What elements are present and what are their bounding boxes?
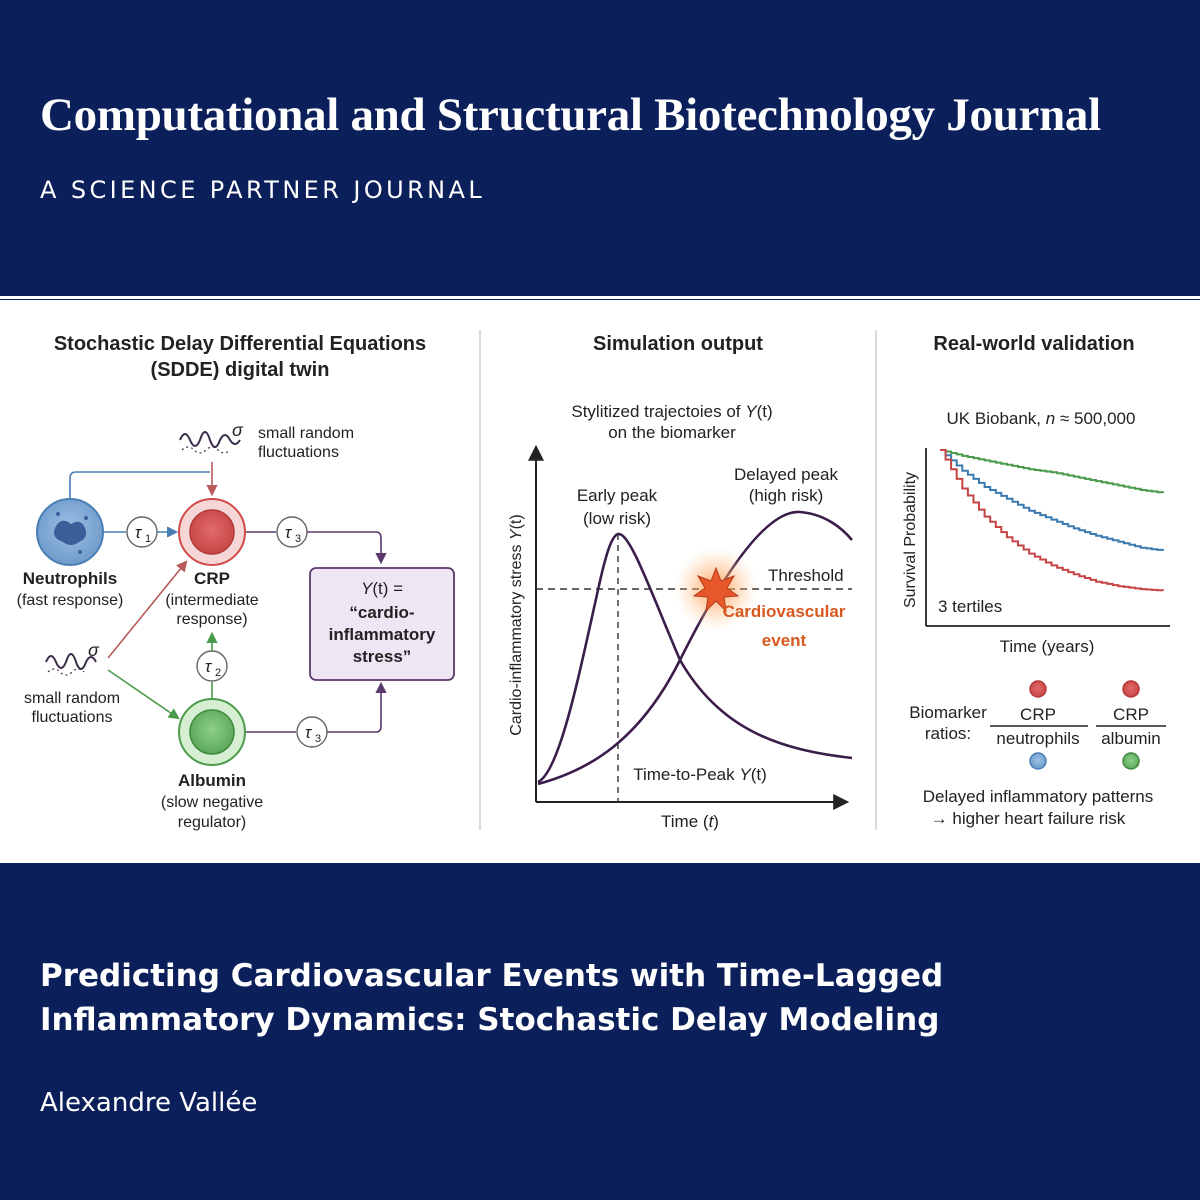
- crp-desc2: response): [176, 611, 247, 628]
- ratio2-numerator: CRP: [1113, 705, 1149, 724]
- journal-header: Computational and Structural Biotechnolo…: [0, 0, 1200, 296]
- km-series-2: [940, 449, 1164, 551]
- article-footer: Predicting Cardiovascular Events with Ti…: [0, 866, 1200, 1200]
- conclusion-line2: → higher heart failure risk: [931, 809, 1126, 828]
- cohort-label: UK Biobank, n ≈ 500,000: [947, 409, 1136, 428]
- neutrophil-mini-icon: [1029, 752, 1047, 770]
- output-line3: inflammatory: [329, 625, 436, 644]
- crp-name: CRP: [194, 569, 230, 588]
- noise-dots-top-icon: [181, 446, 231, 454]
- km-xlabel: Time (years): [1000, 637, 1095, 656]
- output-box: [309, 567, 455, 681]
- connector-neutrophil-noise: [69, 471, 210, 500]
- tau3-top-sub: 3: [295, 533, 301, 545]
- graphical-abstract: Stochastic Delay Differential Equations …: [0, 300, 1200, 860]
- km-series-1: [940, 449, 1164, 494]
- granule-icon: [78, 550, 82, 554]
- tau2-node: [196, 650, 228, 682]
- author-name: Alexandre Vallée: [40, 1088, 258, 1118]
- panel-sdde: Stochastic Delay Differential Equations …: [17, 333, 455, 831]
- neutrophils-desc: (fast response): [17, 592, 124, 609]
- panel2-title: Simulation output: [593, 333, 763, 355]
- journal-subtitle: A SCIENCE PARTNER JOURNAL: [40, 176, 486, 204]
- noise-top-label2: fluctuations: [258, 444, 339, 461]
- ratio1-denominator: neutrophils: [996, 729, 1079, 748]
- noise-left-label1: small random: [24, 690, 120, 707]
- tau3-top-symbol: τ: [285, 523, 293, 542]
- noise-wave-left-icon: [45, 653, 97, 670]
- tau1-node: [126, 516, 158, 548]
- ratios-label2: ratios:: [925, 724, 971, 743]
- sim-xlabel: Time (t): [661, 812, 719, 831]
- ratios-label1: Biomarker: [909, 703, 987, 722]
- panel1-title-line1: Stochastic Delay Differential Equations: [54, 333, 426, 355]
- early-peak-label2: (low risk): [583, 509, 651, 528]
- sim-ylabel: Cardio-inflammatory stress Y(t): [508, 514, 525, 735]
- panel1-title-line2: (SDDE) digital twin: [151, 359, 330, 381]
- panel-validation: Real-world validation UK Biobank, n ≈ 50…: [902, 333, 1170, 828]
- neutrophils-name: Neutrophils: [23, 569, 117, 588]
- tau2-sub: 2: [215, 667, 221, 679]
- tau3-bottom-node: [296, 716, 328, 748]
- tertiles-label: 3 tertiles: [938, 597, 1002, 616]
- event-label2: event: [762, 631, 807, 650]
- journal-title: Computational and Structural Biotechnolo…: [40, 89, 1101, 141]
- crp-mini-icon: [1029, 680, 1047, 698]
- crp-mini-icon-2: [1122, 680, 1140, 698]
- albumin-desc2: regulator): [178, 814, 246, 831]
- neutrophil-nucleus-icon: [54, 520, 87, 545]
- albumin-name: Albumin: [178, 771, 246, 790]
- noise-top-label1: small random: [258, 425, 354, 442]
- delayed-peak-label2: (high risk): [749, 486, 824, 505]
- tau3-bottom-sub: 3: [315, 733, 321, 745]
- noise-left-label2: fluctuations: [32, 709, 113, 726]
- tau1-symbol: τ: [135, 523, 143, 542]
- ratio2-denominator: albumin: [1101, 729, 1161, 748]
- event-star-icon: [692, 566, 740, 613]
- divider-top: [0, 296, 1200, 299]
- output-line1: Y(t) =: [361, 579, 403, 598]
- arrow-albumin-output: [327, 681, 387, 733]
- noise-left-sigma: σ: [88, 640, 100, 660]
- crp-core-icon: [189, 509, 235, 555]
- tau3-top-node: [276, 516, 308, 548]
- output-line2: “cardio-: [349, 603, 414, 622]
- ratio1-numerator: CRP: [1020, 705, 1056, 724]
- panel-simulation: Simulation output Stylitized trajectoies…: [508, 333, 853, 831]
- albumin-mini-icon: [1122, 752, 1140, 770]
- paper-title: Predicting Cardiovascular Events with Ti…: [40, 958, 944, 1038]
- time-to-peak-label: Time-to-Peak Y(t): [633, 765, 767, 784]
- tau3-bottom-symbol: τ: [305, 723, 313, 742]
- albumin-core-icon: [189, 709, 235, 755]
- early-peak-label1: Early peak: [577, 486, 658, 505]
- granule-icon: [84, 516, 88, 520]
- abstract-figure: Stochastic Delay Differential Equations …: [17, 330, 1170, 831]
- divider-bottom: [0, 860, 1200, 863]
- noise-wave-top-icon: [179, 431, 241, 448]
- noise-dots-left-icon: [47, 668, 85, 676]
- arrow-tau3-output: [307, 531, 387, 565]
- km-series-3: [940, 449, 1164, 592]
- panel2-subtitle1: Stylitized trajectoies of Y(t): [571, 402, 772, 421]
- tau2-symbol: τ: [205, 657, 213, 676]
- granule-icon: [56, 512, 60, 516]
- panel3-title: Real-world validation: [933, 333, 1134, 355]
- crp-desc1: (intermediate: [165, 592, 258, 609]
- delayed-peak-label1: Delayed peak: [734, 465, 838, 484]
- noise-top-sigma: σ: [232, 420, 244, 440]
- arrow-noise-to-crp-left: [107, 560, 188, 659]
- km-ylabel: Survival Probability: [902, 472, 919, 608]
- arrow-noise-to-albumin: [107, 669, 180, 720]
- conclusion-line1: Delayed inflammatory patterns: [923, 787, 1154, 806]
- threshold-label: Threshold: [768, 566, 844, 585]
- panel2-subtitle2: on the biomarker: [608, 423, 736, 442]
- early-peak-curve: [537, 532, 853, 784]
- albumin-desc1: (slow negative: [161, 794, 263, 811]
- km-curves: [940, 449, 1164, 592]
- tau1-sub: 1: [145, 533, 151, 545]
- event-label1: Cardiovascular: [723, 602, 846, 621]
- output-line4: stress”: [353, 647, 412, 666]
